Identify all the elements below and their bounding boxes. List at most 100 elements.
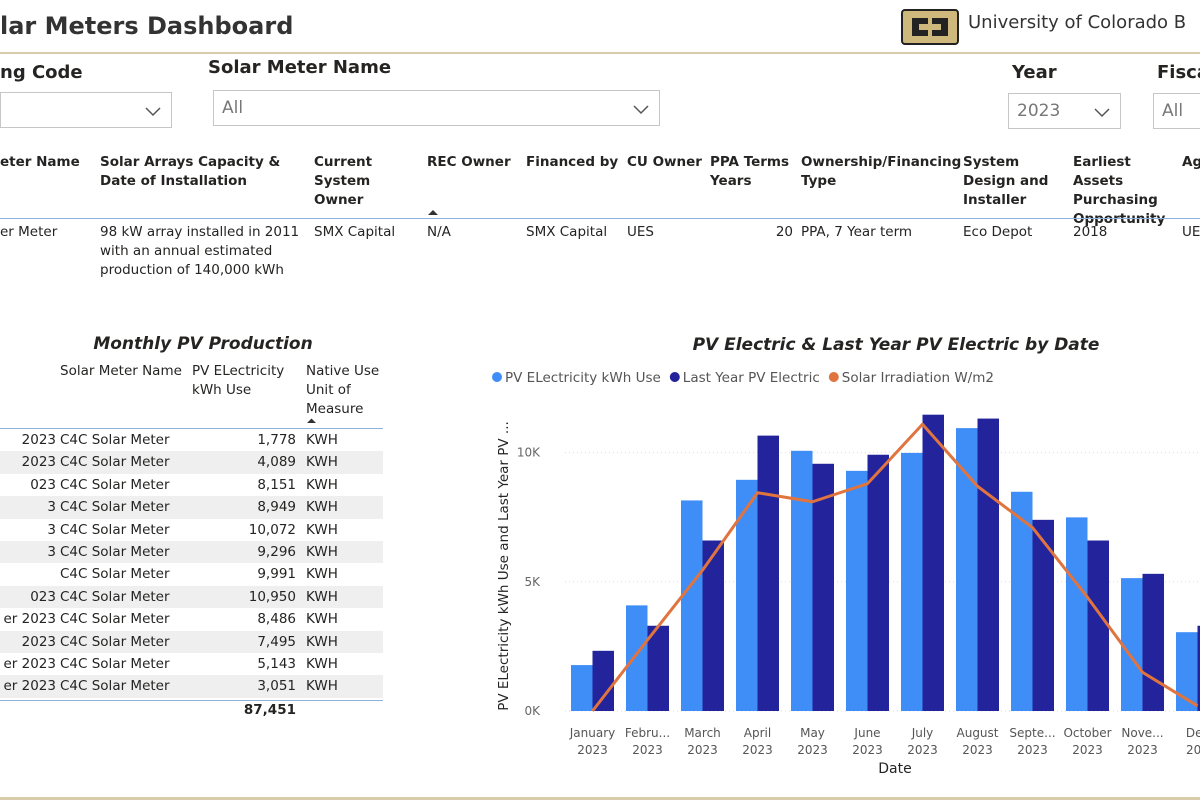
y-tick-label: 0K bbox=[524, 704, 541, 718]
table-cell: C4C Solar Meter bbox=[60, 521, 170, 538]
sort-icon bbox=[307, 418, 316, 423]
column-header: Financed by bbox=[526, 154, 619, 170]
table-cell: 10,072 bbox=[248, 521, 296, 538]
filter-dropdown[interactable] bbox=[0, 92, 172, 128]
table-cell: C4C Solar Meter bbox=[60, 588, 170, 605]
chevron bbox=[145, 107, 161, 117]
table-cell: 8,151 bbox=[257, 476, 296, 493]
table-cell: KWH bbox=[306, 544, 338, 560]
bar bbox=[592, 650, 614, 711]
bar bbox=[1032, 519, 1054, 711]
header-rule bbox=[0, 428, 383, 429]
table-cell: C4C Solar Meter bbox=[60, 499, 170, 516]
table-cell: 9,991 bbox=[257, 566, 296, 583]
table-row bbox=[0, 675, 383, 698]
table-cell: 10,950 bbox=[248, 588, 296, 605]
filter-label: ng Code bbox=[0, 62, 83, 83]
table-cell: 1,778 bbox=[257, 432, 296, 448]
table-row bbox=[0, 563, 383, 586]
table-cell: C4C Solar Meter bbox=[60, 633, 170, 650]
table-row bbox=[0, 585, 383, 609]
column-header: Ownership/Financing Type bbox=[801, 154, 962, 189]
table-row bbox=[0, 541, 383, 564]
x-tick-label: April 2023 bbox=[742, 726, 773, 757]
column-header: Native Use Unit of Measure bbox=[306, 363, 380, 417]
table-cell: KWH bbox=[306, 499, 338, 516]
bar bbox=[846, 470, 868, 711]
bar bbox=[956, 428, 978, 711]
table-cell: Eco Depot bbox=[963, 224, 1033, 240]
table-row bbox=[0, 429, 383, 452]
bar bbox=[812, 463, 834, 711]
sort-icon bbox=[428, 210, 438, 215]
table-cell: C4C Solar Meter bbox=[60, 432, 170, 448]
table-cell: 2018 bbox=[1073, 224, 1108, 240]
table-cell: 5,143 bbox=[257, 656, 296, 672]
legend-label: Solar Irradiation W/m2 bbox=[842, 370, 994, 386]
table-cell: KWH bbox=[306, 633, 338, 650]
column-header: PPA Terms Years bbox=[710, 154, 790, 189]
table-row bbox=[0, 653, 383, 676]
column-header: PV ELectricity kWh Use bbox=[192, 363, 285, 398]
bar bbox=[571, 665, 593, 711]
line bbox=[591, 422, 1199, 712]
bar bbox=[922, 414, 944, 711]
x-tick-label: Dec202 bbox=[1186, 726, 1200, 757]
logo-icon bbox=[901, 9, 959, 45]
column-header: Solar Meter Name bbox=[60, 363, 182, 379]
y-tick-label: 5K bbox=[524, 575, 541, 589]
x-tick-label: January 2023 bbox=[569, 726, 616, 757]
table-cell: 2023 bbox=[21, 432, 56, 448]
table-cell: PPA, 7 Year term bbox=[801, 224, 913, 240]
table-cell: KWH bbox=[306, 678, 338, 695]
x-tick-label: October 2023 bbox=[1063, 726, 1111, 757]
column-header: REC Owner bbox=[427, 154, 511, 170]
filter-dropdown[interactable]: 2023 bbox=[1008, 93, 1121, 129]
table-cell: KWH bbox=[306, 566, 338, 583]
chart: PV Electric & Last Year PV Electric by D… bbox=[492, 335, 1200, 777]
x-tick-label: August 2023 bbox=[957, 726, 999, 757]
table-cell: 9,296 bbox=[257, 544, 296, 560]
table-cell: er Meter bbox=[0, 224, 58, 240]
x-axis-label: Date bbox=[878, 761, 911, 777]
table-row bbox=[0, 496, 383, 519]
bar bbox=[901, 452, 923, 711]
x-tick-label: June 2023 bbox=[852, 726, 883, 757]
table-cell: C4C Solar Meter bbox=[60, 678, 170, 695]
filter-dropdown[interactable]: All bbox=[1153, 93, 1200, 129]
bar bbox=[1176, 632, 1198, 711]
table-cell: C4C Solar Meter bbox=[60, 566, 170, 583]
y-axis-label: PV ELectricity kWh Use and Last Year PV … bbox=[496, 421, 512, 711]
column-header: eter Name bbox=[0, 154, 80, 170]
table-cell: C4C Solar Meter bbox=[60, 656, 170, 672]
table-cell: UE bbox=[1182, 224, 1200, 240]
filter-dropdown[interactable]: All bbox=[213, 90, 660, 126]
table-cell: KWH bbox=[306, 454, 338, 471]
x-tick-label: Febru... 2023 bbox=[625, 726, 670, 757]
table-cell: C4C Solar Meter bbox=[60, 544, 170, 560]
column-header: Ag Fu Pu bbox=[1182, 154, 1200, 170]
legend-marker bbox=[828, 372, 839, 382]
bar bbox=[647, 625, 669, 711]
filter-label: Year bbox=[1012, 62, 1057, 83]
footer-rule bbox=[0, 797, 1200, 800]
bar bbox=[977, 418, 999, 711]
bar bbox=[1066, 517, 1088, 711]
bar bbox=[1142, 573, 1164, 711]
table-cell: 2023 bbox=[21, 454, 56, 471]
table-cell: 023 bbox=[30, 588, 56, 605]
page-title: lar Meters Dashboard bbox=[0, 12, 294, 40]
table-cell: SMX Capital bbox=[526, 224, 608, 240]
table-row bbox=[0, 630, 383, 653]
table-cell: SMX Capital bbox=[314, 224, 396, 240]
legend-label: Last Year PV Electric bbox=[683, 370, 820, 386]
table-cell: UES bbox=[627, 224, 654, 240]
header-rule bbox=[0, 52, 1200, 54]
table-cell: C4C Solar Meter bbox=[60, 454, 170, 471]
filter-label: Solar Meter Name bbox=[208, 57, 392, 78]
filter-value: All bbox=[222, 98, 244, 118]
table-cell: N/A bbox=[427, 224, 451, 240]
table-cell: 20 bbox=[775, 224, 793, 240]
table-cell: 3,051 bbox=[257, 678, 296, 695]
